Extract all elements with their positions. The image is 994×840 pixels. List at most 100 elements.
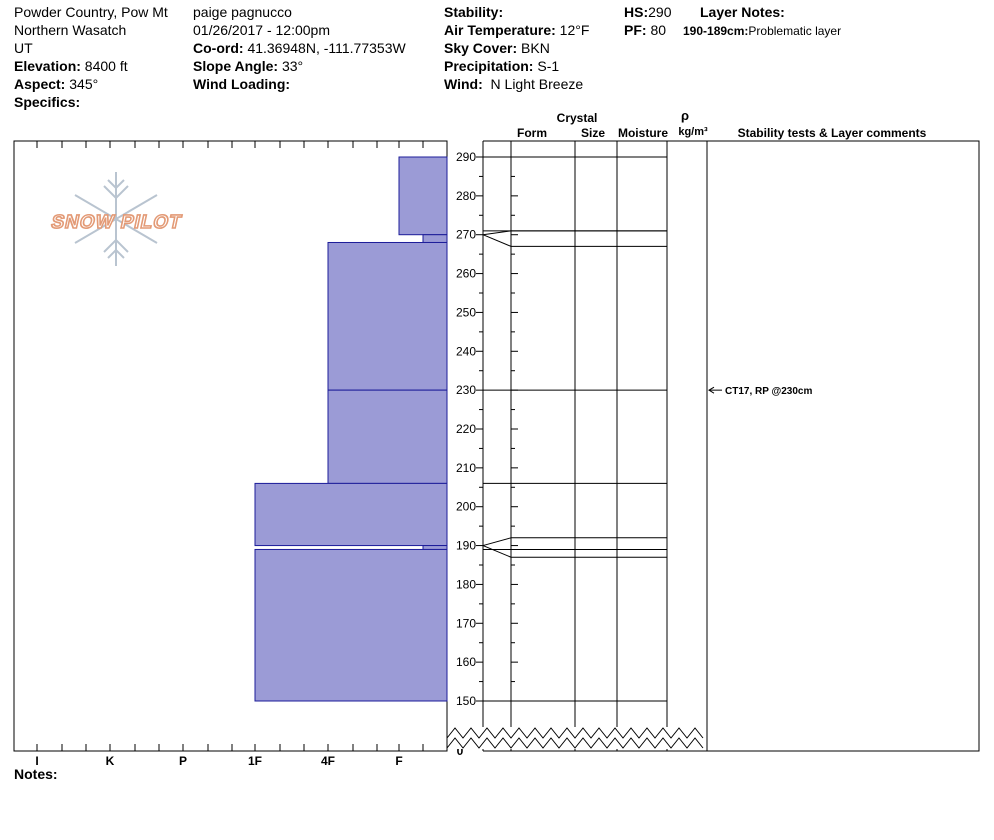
hardness-tick-label: 4F	[321, 754, 335, 768]
slope-angle: Slope Angle: 33°	[193, 57, 303, 75]
aspect-value: 345°	[69, 76, 99, 92]
depth-tick-label: 210	[456, 461, 476, 475]
penetration-foot: PF: 80	[624, 21, 666, 39]
hardness-layer-bar	[327, 241, 448, 391]
wind-loading-label: Wind Loading:	[193, 76, 291, 92]
axis-break-zigzag-top	[446, 727, 704, 739]
test-pointer-arrow	[708, 386, 715, 394]
depth-tick-label: 220	[456, 422, 476, 436]
hardness-layer-bar	[398, 156, 448, 236]
location-name: Powder Country, Pow Mt	[14, 4, 168, 20]
size-header: Size	[581, 126, 605, 140]
date-time: 01/26/2017 - 12:00pm	[193, 22, 330, 38]
depth-tick-label: 170	[456, 616, 476, 630]
aspect-label: Aspect:	[14, 76, 66, 92]
slope-value: 33°	[281, 58, 304, 74]
mountain-range: Northern Wasatch	[14, 22, 127, 38]
depth-ticks: 150 160 170 180 190 200 210 220 230 240 250 260 270 2…	[456, 150, 518, 758]
stability-header: Stability tests & Layer comments	[738, 126, 927, 140]
wind: Wind: N Light Breeze	[444, 75, 583, 93]
pf-label: PF:	[624, 22, 647, 38]
elevation-label: Elevation:	[14, 58, 81, 74]
density-unit-header: kg/m³	[678, 126, 708, 138]
wind-value: N Light Breeze	[490, 76, 584, 92]
comments-frame	[706, 140, 980, 752]
observer: paige pagnucco	[193, 4, 292, 20]
depth-tick-label: 230	[456, 383, 476, 397]
thin-layer-connector-top	[482, 537, 512, 547]
stability-label: Stability:	[444, 4, 504, 20]
hardness-tick-label: I	[35, 754, 38, 768]
depth-tick-label: 260	[456, 267, 476, 281]
aspect: Aspect: 345°	[14, 75, 98, 93]
thin-layer-connector-bottom	[482, 234, 512, 247]
specifics-label: Specifics:	[14, 94, 81, 110]
form-header: Form	[517, 126, 547, 140]
depth-tick-label: 270	[456, 228, 476, 242]
depth-tick-label: 200	[456, 500, 476, 514]
depth-tick-label: 180	[456, 577, 476, 591]
sky-value: BKN	[521, 40, 550, 56]
axis-break	[446, 727, 706, 749]
coordinates: Co-ord: 41.36948N, -111.77353W	[193, 39, 406, 57]
hardness-tick-label: K	[106, 754, 115, 768]
depth-zero-label: 0	[457, 744, 464, 758]
hardness-layer-bar	[254, 548, 448, 702]
coord-value: 41.36948N, -111.77353W	[247, 40, 406, 56]
snow-pilot-logo: SNOW PILOT	[49, 172, 185, 266]
wind-label: Wind:	[444, 76, 483, 92]
snow-height: HS:290	[624, 3, 671, 21]
coord-label: Co-ord:	[193, 40, 244, 56]
precipitation: Precipitation: S-1	[444, 57, 559, 75]
precip-value: S-1	[537, 58, 560, 74]
hardness-layer-bar	[254, 482, 448, 547]
precip-label: Precipitation:	[444, 58, 534, 74]
axis-break-mask	[448, 727, 706, 749]
hardness-layers	[254, 156, 448, 702]
depth-tick-label: 190	[456, 539, 476, 553]
depth-tick-label: 280	[456, 189, 476, 203]
layer-boundaries	[483, 156, 667, 702]
layer-notes-label: Layer Notes:	[700, 4, 785, 20]
sky-label: Sky Cover:	[444, 40, 518, 56]
hardness-tick-label: F	[395, 754, 402, 768]
elevation-value: 8400 ft	[84, 58, 128, 74]
state: UT	[14, 40, 33, 56]
stability-test-label: CT17, RP @230cm	[725, 386, 812, 397]
depth-tick-label: 160	[456, 655, 476, 669]
sky-cover: Sky Cover: BKN	[444, 39, 550, 57]
thin-layer-connector-top	[482, 230, 512, 236]
air-temp-label: Air Temperature:	[444, 22, 556, 38]
depth-tick-label: 150	[456, 694, 476, 708]
thin-layer-markers	[482, 230, 512, 558]
hardness-tick-label: P	[179, 754, 187, 768]
notes-label: Notes:	[14, 766, 58, 782]
density-rho-header: ρ	[681, 108, 689, 123]
crystal-header: Crystal	[557, 111, 598, 125]
layer-note: 190-189cm:Problematic layer	[683, 22, 841, 40]
air-temp-value: 12°F	[559, 22, 590, 38]
layer-note-range: 190-189cm:	[683, 24, 749, 38]
hardness-tick-label: 1F	[248, 754, 262, 768]
hardness-layer-bar	[327, 389, 448, 484]
stability-tests: CT17, RP @230cm	[708, 386, 812, 397]
pf-value: 80	[650, 22, 667, 38]
depth-tick-label: 290	[456, 150, 476, 164]
hardness-ticks: I K P 1F 4F F	[13, 141, 424, 768]
thin-layer-connector-bottom	[482, 545, 512, 558]
axis-break-zigzag-bottom	[446, 737, 704, 749]
depth-tick-label: 250	[456, 305, 476, 319]
elevation: Elevation: 8400 ft	[14, 57, 128, 75]
hardness-layer-bar	[422, 545, 448, 550]
moisture-header: Moisture	[618, 126, 668, 140]
depth-tick-label: 240	[456, 344, 476, 358]
hs-value: 290	[648, 4, 672, 20]
air-temperature: Air Temperature: 12°F	[444, 21, 589, 39]
logo-text: SNOW PILOT	[49, 212, 184, 233]
hardness-layer-bar	[422, 234, 448, 243]
hs-label: HS:	[624, 4, 649, 20]
slope-label: Slope Angle:	[193, 58, 279, 74]
layer-note-text: Problematic layer	[748, 24, 842, 38]
snowflake-icon	[74, 172, 158, 266]
